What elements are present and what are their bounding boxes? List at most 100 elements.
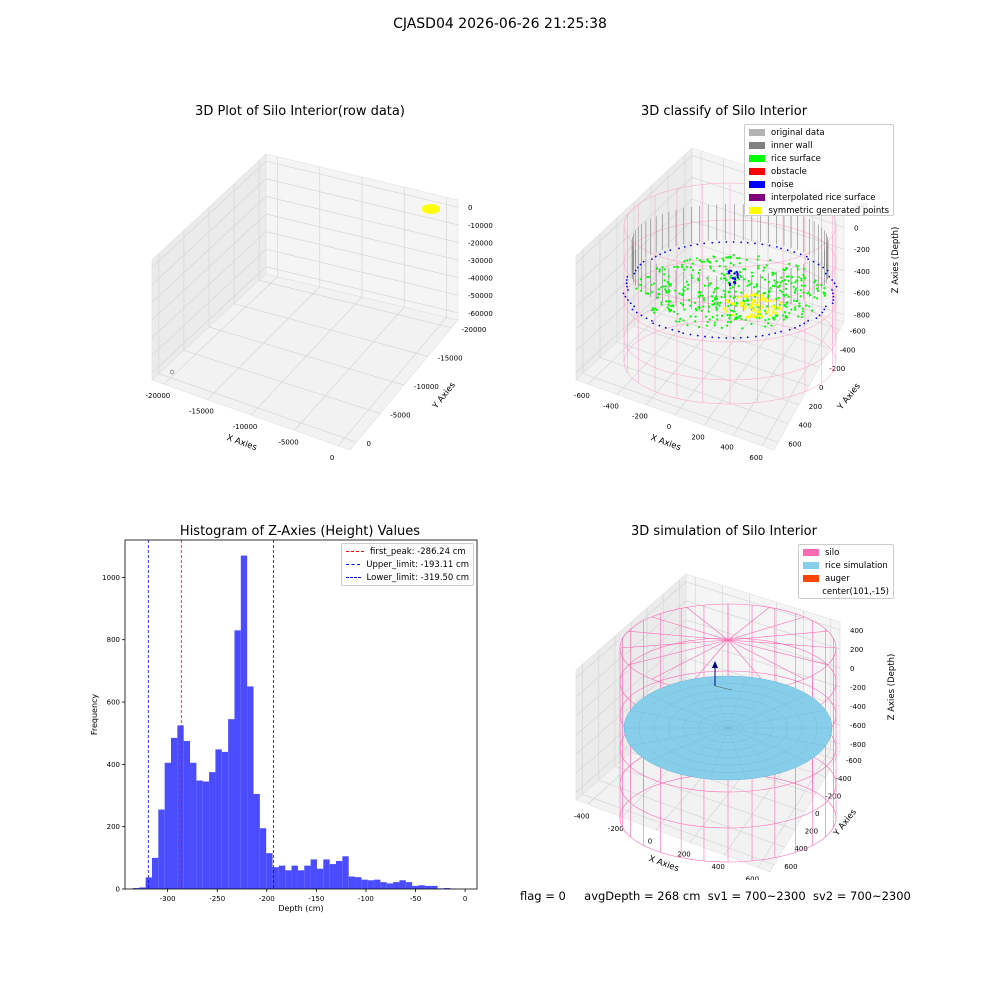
p2-rice-point	[725, 272, 729, 275]
p2-noise-point	[832, 295, 835, 298]
p2-symmetric-point	[772, 305, 776, 308]
p2-rice-point	[793, 291, 797, 294]
p2-ygrid	[633, 325, 810, 387]
p2-rice-point	[750, 322, 753, 326]
p2-rice-point	[798, 304, 801, 307]
classify-legend-label: obstacle	[771, 166, 807, 177]
p4-roof-line	[619, 639, 729, 649]
p2-rice-point	[809, 293, 812, 297]
p2-rice-point	[765, 264, 768, 267]
p2-rice-point	[722, 259, 725, 262]
p2-rice-point	[685, 280, 688, 283]
p2-symmetric-point	[760, 296, 764, 299]
p2-noise-point	[768, 333, 771, 336]
p4-xtick-label: 400	[712, 863, 725, 871]
p2-rice-point	[772, 318, 776, 321]
p2-ygrid	[582, 373, 779, 443]
p2-rice-point	[790, 276, 794, 279]
p2-rice-point	[805, 304, 808, 307]
p2-rice-point	[709, 267, 712, 270]
p2-symmetric-point	[745, 316, 748, 319]
figure-title: CJASD04 2026-06-26 21:25:38	[393, 16, 607, 32]
p2-rice-point	[757, 267, 760, 270]
p4-data-layer	[619, 603, 837, 863]
p2-xtick-label: 0	[667, 423, 671, 431]
classify-legend: original data inner wall rice surface obsta…	[744, 124, 894, 216]
hist-bar	[380, 882, 387, 889]
sv1-value: sv1 = 700~2300	[707, 889, 806, 903]
hist-xtick-label: -300	[160, 895, 176, 903]
p2-rice-point	[672, 310, 676, 313]
p1-zgrid	[151, 266, 459, 374]
p2-noise-point	[682, 332, 685, 335]
p2-symmetric-point	[774, 311, 778, 315]
p4-ytick-label: -600	[846, 757, 862, 765]
p2-rice-point	[800, 279, 803, 282]
p2-rice-point	[754, 295, 757, 298]
p2-symmetric-point	[743, 305, 747, 309]
p2-rice-point	[769, 287, 772, 290]
p4-ytick-label: -400	[836, 775, 852, 783]
p2-noise-point	[704, 335, 706, 338]
p2-noise-point	[629, 302, 632, 305]
p2-rice-point	[724, 295, 727, 299]
p2-rice-point	[815, 287, 819, 290]
p2-noise-point	[650, 319, 653, 322]
p2-noise-point	[634, 269, 637, 272]
p2-symmetric-point	[745, 295, 749, 299]
classify-legend-swatch	[749, 194, 765, 201]
p2-rice-point	[669, 284, 672, 287]
p2-noise-point	[788, 328, 791, 331]
p2-rice-point	[820, 283, 823, 287]
p2-noise-point	[831, 289, 833, 291]
p4-auger-tip	[712, 661, 718, 668]
classify-legend-swatch	[749, 129, 765, 136]
p2-noise-point	[746, 336, 749, 339]
p2-rice-point	[740, 317, 743, 321]
p2-rice-point	[639, 283, 642, 287]
p2-symmetric-point	[753, 299, 756, 303]
p2-symmetric-point	[756, 294, 759, 298]
p1-zgrid	[151, 160, 459, 268]
p2-rice-point	[681, 303, 684, 306]
hist-bar	[431, 885, 438, 889]
p4-roof-line	[686, 607, 729, 641]
p4-mesh-spoke	[727, 676, 747, 729]
p2-rice-point	[694, 315, 697, 318]
p2-noise-point	[635, 311, 638, 314]
p2-noise-point	[725, 241, 728, 243]
p2-rice-point	[728, 313, 731, 316]
p2-noise-points	[622, 241, 838, 339]
p2-rice-point	[788, 311, 791, 315]
p2-rice-point	[720, 314, 724, 317]
hist-bar	[424, 885, 432, 889]
p2-cluster-point	[728, 283, 732, 287]
p2-symmetric-point	[749, 306, 753, 309]
p2-rice-point	[715, 308, 718, 311]
p2-rice-point	[767, 318, 770, 321]
p2-noise-point	[658, 324, 661, 327]
histogram-legend: first_peak: -286.24 cm Upper_limit: -193.…	[341, 543, 474, 586]
p2-rice-point	[726, 314, 729, 317]
p2-noise-point	[711, 241, 714, 244]
p2-rice-point	[757, 306, 760, 309]
p2-rice-point	[796, 315, 800, 318]
p2-rice-point	[716, 318, 719, 321]
p2-rice-point	[780, 290, 784, 293]
p2-rice-point	[766, 322, 770, 325]
p2-rice-point	[652, 282, 656, 285]
p4-ygrid	[598, 779, 785, 848]
p2-rice-point	[732, 253, 735, 257]
p2-symmetric-point	[760, 298, 764, 302]
p2-symmetric-point	[722, 307, 726, 311]
p2-rice-point	[810, 309, 814, 312]
p2-rice-point	[734, 290, 737, 293]
p2-rice-point	[667, 275, 670, 278]
p2-symmetric-point	[779, 301, 783, 305]
p2-rice-point	[762, 269, 765, 272]
p2-symmetric-point	[754, 303, 757, 307]
p2-rice-point	[792, 285, 795, 288]
p2-rice-point	[662, 285, 665, 288]
p2-rice-point	[784, 283, 788, 286]
p2-rice-point	[666, 280, 669, 284]
